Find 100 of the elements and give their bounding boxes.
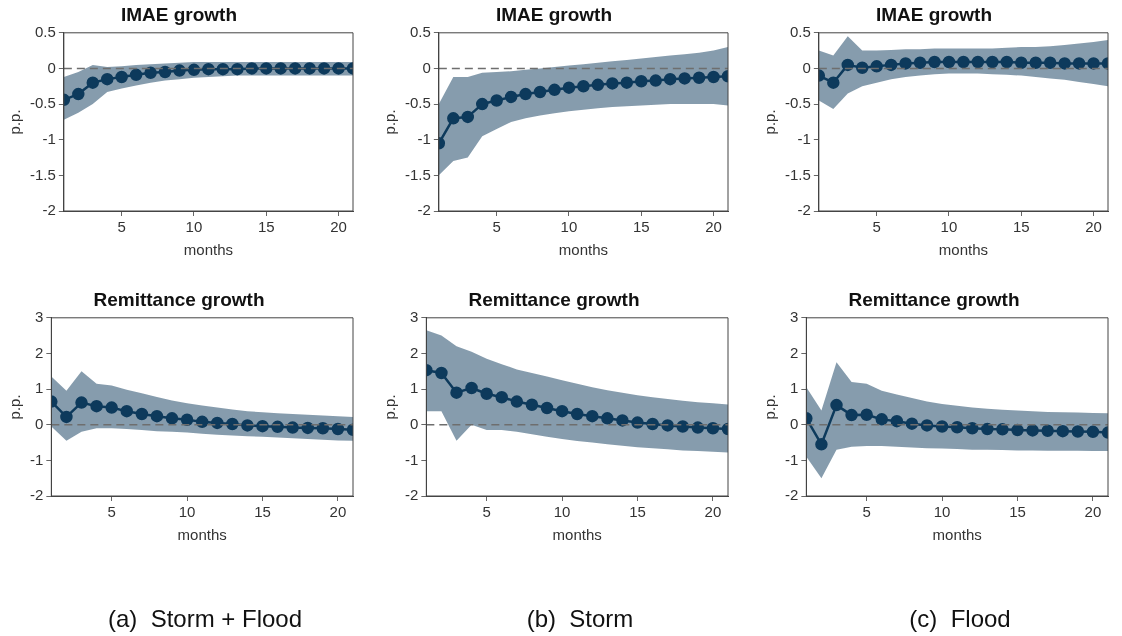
y-tick-label: -1 (417, 129, 431, 147)
point (1087, 57, 1100, 70)
y-tick-label: 0.5 (34, 22, 56, 40)
point (591, 78, 605, 92)
point (316, 422, 330, 435)
point (830, 398, 843, 412)
point (1058, 57, 1071, 70)
y-tick-label: -1 (404, 450, 419, 468)
point (202, 62, 215, 76)
point (986, 55, 999, 69)
point (450, 386, 463, 399)
text: (c) Flood (908, 605, 1012, 633)
point (173, 64, 186, 77)
point (540, 401, 554, 415)
x-tick-label: 15 (1009, 503, 1026, 521)
x-tick-label: 15 (1012, 218, 1030, 236)
point (187, 63, 201, 77)
chart-title: Remittance growth (93, 288, 265, 310)
x-axis-title: months (558, 241, 609, 259)
point (150, 409, 164, 423)
y-tick-label: -2 (42, 201, 56, 219)
y-tick-label: 2 (34, 343, 44, 361)
point (646, 417, 659, 431)
point (331, 422, 345, 436)
point (86, 76, 100, 89)
y-tick-label: -1 (42, 129, 56, 147)
point (271, 420, 284, 434)
point (884, 58, 898, 72)
x-tick-label: 10 (185, 218, 203, 236)
y-tick-label: 0 (34, 414, 44, 432)
point (577, 80, 590, 93)
y-tick-label: -2 (404, 486, 419, 504)
x-tick-label: 20 (704, 503, 722, 521)
point (827, 76, 840, 89)
x-tick-label: 20 (705, 218, 722, 236)
point (525, 398, 539, 412)
y-tick-label: 0.5 (789, 22, 811, 40)
x-tick-label: 20 (329, 503, 347, 521)
point (301, 421, 314, 435)
y-axis-title: p.p. (761, 109, 779, 135)
x-axis-title: months (552, 526, 602, 544)
y-tick-label: 1 (34, 379, 44, 397)
point (601, 412, 614, 425)
point (274, 62, 287, 75)
point (942, 55, 956, 69)
point (1011, 423, 1024, 437)
point (899, 57, 912, 70)
y-tick-label: 1 (409, 379, 419, 397)
text: (b) Storm (525, 605, 635, 633)
x-tick-label: 10 (178, 503, 196, 521)
x-tick-label: 10 (933, 503, 951, 521)
point (1056, 424, 1069, 438)
point (245, 62, 259, 75)
point (1026, 424, 1039, 437)
x-tick-label: 5 (117, 218, 126, 236)
point (533, 85, 547, 99)
point (158, 65, 172, 79)
point (555, 404, 569, 418)
y-tick-label: 0.5 (409, 22, 431, 40)
point (548, 83, 561, 97)
point (435, 366, 448, 380)
point (211, 416, 224, 430)
point (461, 110, 475, 124)
point (75, 396, 88, 409)
point (570, 407, 584, 421)
point (1072, 57, 1086, 70)
chart-title: IMAE growth (875, 3, 993, 25)
point (504, 90, 518, 104)
point (1029, 56, 1042, 69)
y-tick-label: -2 (797, 201, 811, 219)
y-tick-label: 0 (802, 58, 811, 76)
point (241, 419, 254, 432)
point (100, 72, 114, 86)
point (447, 112, 460, 125)
point (966, 422, 979, 435)
x-tick-label: 15 (254, 503, 271, 521)
point (957, 55, 970, 69)
x-tick-label: 5 (872, 218, 881, 236)
y-tick-label: 0 (409, 414, 419, 432)
point (905, 417, 919, 430)
point (875, 413, 888, 426)
point (495, 391, 508, 404)
point (562, 81, 576, 94)
point (90, 399, 103, 413)
point (707, 70, 720, 84)
x-tick-label: 10 (560, 218, 578, 236)
point (475, 97, 489, 111)
point (115, 70, 128, 84)
text: (a) Storm + Flood (106, 605, 304, 633)
point (465, 381, 478, 395)
x-tick-label: 5 (482, 503, 491, 521)
point (105, 401, 118, 414)
point (1071, 425, 1085, 438)
point (616, 414, 629, 427)
y-tick-label: 1 (789, 379, 799, 397)
x-tick-label: 20 (1085, 218, 1102, 236)
point (226, 417, 239, 431)
point (855, 61, 869, 74)
point (691, 421, 705, 434)
y-tick-label: -2 (417, 201, 431, 219)
